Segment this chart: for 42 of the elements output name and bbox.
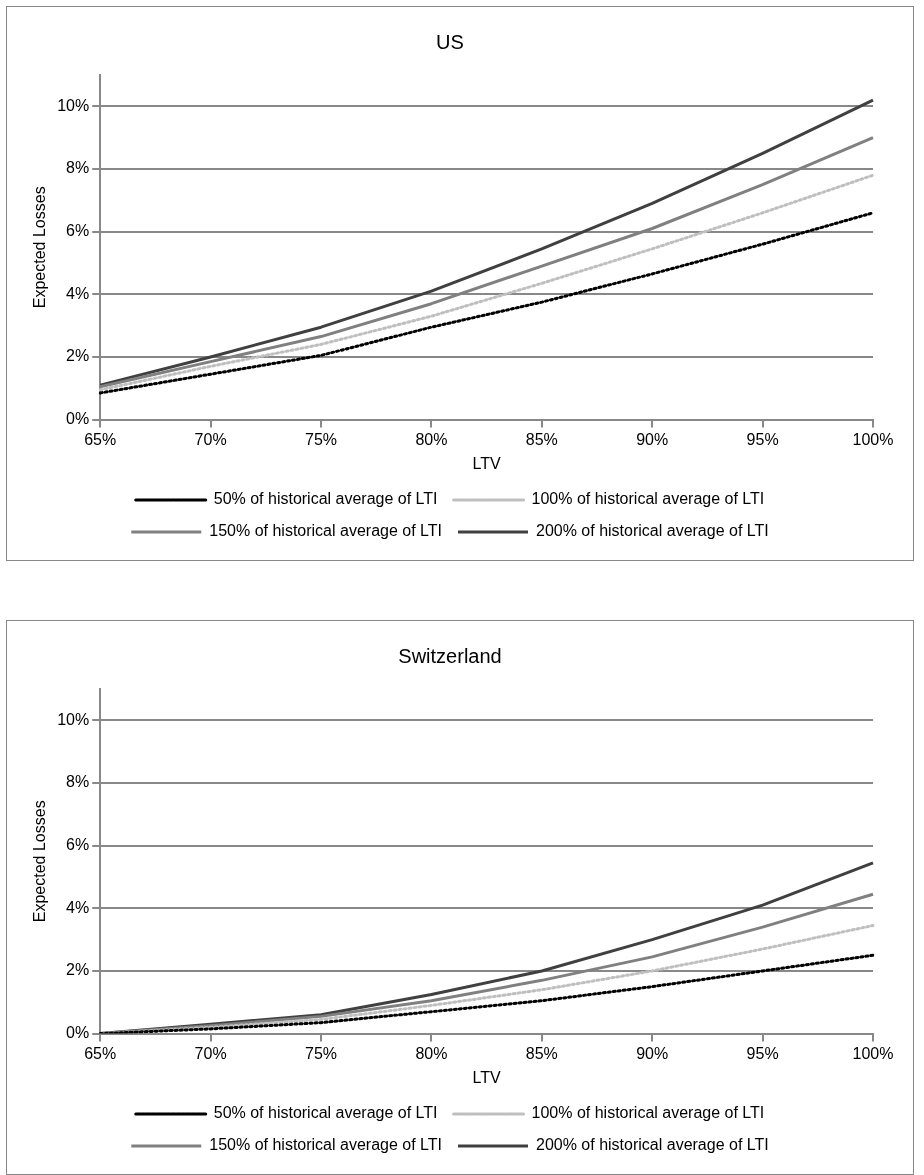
x-tick-label: 85% <box>525 430 558 448</box>
x-tick-label: 65% <box>84 430 117 448</box>
legend-label: 150% of historical average of LTI <box>209 522 442 540</box>
x-tick-label: 95% <box>746 430 779 448</box>
y-tick-label: 8% <box>66 159 90 177</box>
x-tick-label: 100% <box>852 1044 894 1062</box>
x-tick-label: 75% <box>305 1044 338 1062</box>
x-tick-label: 65% <box>84 1044 117 1062</box>
y-tick-label: 4% <box>66 284 90 302</box>
y-tick-label: 6% <box>66 836 90 854</box>
legend-label: 100% of historical average of LTI <box>531 490 765 508</box>
chart-title: US <box>436 30 464 53</box>
y-axis-title: Expected Losses <box>31 186 49 309</box>
x-tick-label: 80% <box>415 1044 448 1062</box>
x-axis-title: LTV <box>472 1068 502 1086</box>
x-tick-label: 70% <box>194 1044 227 1062</box>
legend-label: 100% of historical average of LTI <box>531 1104 765 1122</box>
y-tick-label: 8% <box>66 773 90 791</box>
x-tick-label: 70% <box>194 430 227 448</box>
y-tick-label: 6% <box>66 222 90 240</box>
y-tick-label: 4% <box>66 898 90 916</box>
legend-label: 50% of historical average of LTI <box>213 1104 438 1122</box>
legend-label: 200% of historical average of LTI <box>536 1136 769 1154</box>
legend-label: 150% of historical average of LTI <box>209 1136 442 1154</box>
x-tick-label: 80% <box>415 430 448 448</box>
x-tick-label: 95% <box>746 1044 779 1062</box>
y-axis-title: Expected Losses <box>31 800 49 923</box>
y-tick-label: 10% <box>57 710 90 728</box>
x-tick-label: 90% <box>636 1044 669 1062</box>
y-tick-label: 0% <box>66 1024 90 1042</box>
x-tick-label: 85% <box>525 1044 558 1062</box>
y-tick-label: 0% <box>66 410 90 428</box>
y-tick-label: 2% <box>66 961 90 979</box>
legend-label: 200% of historical average of LTI <box>536 522 769 540</box>
legend-label: 50% of historical average of LTI <box>213 490 438 508</box>
y-tick-label: 10% <box>57 96 90 114</box>
x-tick-label: 90% <box>636 430 669 448</box>
x-tick-label: 75% <box>305 430 338 448</box>
chart-title: Switzerland <box>398 644 502 667</box>
x-axis-title: LTV <box>472 454 502 472</box>
y-tick-label: 2% <box>66 347 90 365</box>
x-tick-label: 100% <box>852 430 894 448</box>
